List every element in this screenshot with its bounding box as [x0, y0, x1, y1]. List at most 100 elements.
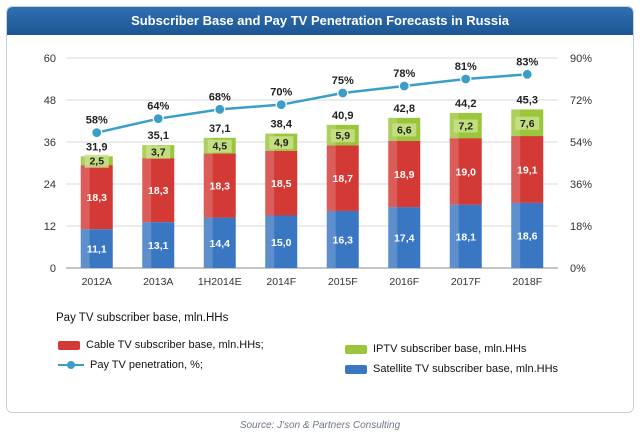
legend-penetration-label: Pay TV penetration, %; [90, 359, 203, 371]
x-tick-label: 2013A [143, 276, 173, 288]
bar-value-label: 13,1 [148, 240, 169, 252]
bar-value-label: 7,2 [458, 121, 473, 133]
bar-value-label: 3,7 [151, 147, 166, 159]
source-note: Source: J'son & Partners Consulting [239, 420, 401, 431]
chart-title: Subscriber Base and Pay TV Penetration F… [131, 13, 509, 28]
bar-value-label: 5,9 [335, 130, 350, 142]
satellite-swatch [345, 364, 367, 374]
bar-value-label: 6,6 [397, 124, 412, 136]
bar-value-label: 18,3 [87, 192, 108, 204]
bar-segment [203, 217, 236, 268]
x-tick-label: 2015F [328, 276, 358, 288]
cable-swatch [58, 340, 80, 350]
penetration-marker [337, 87, 349, 99]
penetration-value-label: 83% [516, 56, 538, 68]
total-value-label: 38,4 [271, 119, 293, 131]
total-value-label: 44,2 [455, 98, 476, 110]
bar-value-label: 17,4 [394, 233, 415, 245]
total-value-label: 35,1 [148, 130, 169, 142]
iptv-label-bg [453, 119, 478, 133]
bar-highlight [449, 138, 459, 205]
bar-highlight [80, 229, 90, 268]
y2-tick-label: 18% [570, 221, 592, 233]
bar-segment [388, 140, 421, 208]
iptv-label-bg [269, 136, 294, 150]
bar-highlight [326, 145, 336, 211]
bar-value-label: 18,7 [333, 173, 354, 185]
bar-segment [80, 165, 113, 230]
y-tick-label: 60 [44, 53, 56, 65]
x-tick-label: 2016F [389, 276, 419, 288]
legend-iptv-label: IPTV subscriber base, mln.HHs [373, 343, 527, 355]
penetration-marker [521, 68, 533, 80]
bar-segment [142, 222, 175, 268]
y2-tick-label: 90% [570, 53, 592, 65]
y2-tick-label: 72% [570, 95, 592, 107]
penetration-marker [398, 80, 410, 92]
legend-iptv: IPTV subscriber base, mln.HHs [345, 343, 526, 355]
penetration-marker [460, 73, 472, 85]
x-tick-label: 1H2014E [198, 276, 242, 288]
iptv-label-bg [515, 116, 540, 130]
y-tick-label: 12 [44, 221, 56, 233]
bar-segment [265, 215, 298, 268]
legend-satellite: Satellite TV subscriber base, mln.HHs [345, 363, 558, 375]
penetration-value-label: 58% [86, 115, 108, 127]
x-tick-label: 2012A [82, 276, 112, 288]
penetration-marker [275, 99, 287, 111]
legend-cable: Cable TV subscriber base, mln.HHs; [58, 339, 264, 351]
x-tick-label: 2018F [512, 276, 542, 288]
bar-highlight [142, 222, 152, 268]
bar-highlight [388, 140, 398, 208]
bar-value-label: 16,3 [333, 234, 354, 246]
bar-value-label: 2,5 [89, 156, 104, 168]
legend-title: Pay TV subscriber base, mln.HHs [56, 312, 229, 324]
bar-segment [511, 202, 544, 268]
bar-highlight [511, 136, 521, 203]
total-value-label: 37,1 [209, 123, 230, 135]
y-tick-label: 0 [50, 263, 56, 275]
penetration-line [96, 73, 528, 134]
bar-highlight [449, 204, 459, 268]
y2-tick-label: 0% [570, 263, 586, 275]
bar-segment [388, 207, 421, 268]
y-tick-label: 24 [44, 179, 56, 191]
bar-highlight [388, 207, 398, 268]
bar-value-label: 18,9 [394, 169, 415, 181]
title-bar: Subscriber Base and Pay TV Penetration F… [7, 7, 633, 35]
bar-highlight [265, 150, 275, 216]
bar-value-label: 7,6 [520, 118, 535, 130]
bar-segment [449, 138, 482, 205]
bar-value-label: 11,1 [87, 244, 107, 256]
y2-tick-label: 54% [570, 137, 592, 149]
x-tick-label: 2014F [266, 276, 296, 288]
legend-penetration: Pay TV penetration, %; [58, 359, 203, 371]
bar-segment [142, 158, 175, 223]
penetration-marker [152, 113, 164, 125]
penetration-marker [91, 127, 103, 139]
bar-highlight [142, 158, 152, 223]
penetration-value-label: 68% [209, 91, 231, 103]
x-tick-label: 2017F [451, 276, 481, 288]
bar-value-label: 18,3 [210, 181, 231, 193]
total-value-label: 40,9 [332, 110, 353, 122]
bar-value-label: 4,5 [212, 141, 227, 153]
iptv-label-bg [392, 123, 417, 137]
bar-segment [203, 153, 236, 218]
bar-highlight [326, 210, 336, 268]
bar-highlight [265, 215, 275, 268]
bar-value-label: 18,6 [517, 230, 538, 242]
penetration-marker [214, 103, 226, 115]
bar-value-label: 4,9 [274, 137, 289, 149]
bar-value-label: 18,1 [456, 231, 477, 243]
total-value-label: 31,9 [86, 141, 107, 153]
penetration-value-label: 75% [332, 75, 354, 87]
y-tick-label: 48 [44, 95, 56, 107]
penetration-value-label: 70% [270, 87, 292, 99]
bar-segment [326, 210, 359, 268]
bar-value-label: 15,0 [271, 237, 292, 249]
bar-segment [511, 136, 544, 203]
bar-segment [326, 145, 359, 211]
total-value-label: 45,3 [517, 94, 538, 106]
